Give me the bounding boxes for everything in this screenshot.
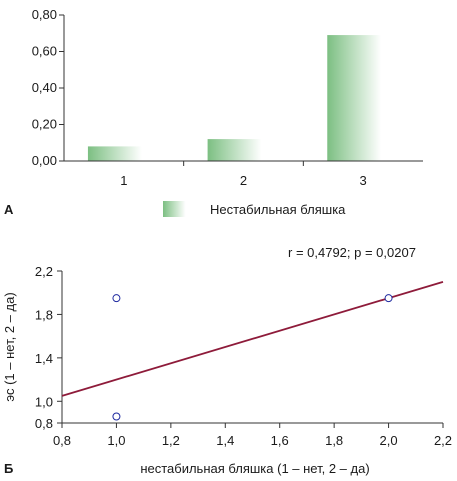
scatter-y-axis-label: эс (1 – нет, 2 – да) (2, 292, 17, 401)
correlation-annotation: r = 0,4792; p = 0,0207 (288, 245, 416, 260)
scatter-y-tick-label: 2,2 (35, 264, 53, 279)
bar-x-tick-label: 2 (240, 173, 247, 188)
bar-legend: Нестабильная бляшка (163, 201, 346, 217)
scatter-x-axis-ticks: 0,8 1,0 1,2 1,4 1,6 1,8 2,0 2,2 (53, 423, 452, 448)
scatter-y-tick-label: 1,0 (35, 394, 53, 409)
scatter-x-tick-label: 1,2 (162, 433, 180, 448)
legend-label: Нестабильная бляшка (210, 202, 346, 217)
bar-x-axis-ticks: 1 2 3 (120, 161, 367, 188)
scatter-x-tick-label: 1,4 (216, 433, 234, 448)
bar-y-tick-label: 0,60 (32, 44, 57, 59)
bar-chart-a: 0,00 0,20 0,40 0,60 0,80 1 2 3 А Нестабильная … (4, 7, 423, 217)
scatter-x-axis-label: нестабильная бляшка (1 – нет, 2 – да) (140, 461, 369, 476)
bar (207, 139, 280, 161)
scatter-y-tick-label: 0,8 (35, 416, 53, 431)
bar (87, 146, 160, 161)
panel-label-a: А (4, 202, 14, 217)
bar-y-axis-ticks: 0,00 0,20 0,40 0,60 0,80 (32, 7, 64, 168)
legend-swatch (163, 201, 193, 217)
bar-x-tick-label: 3 (360, 173, 367, 188)
scatter-point (112, 412, 121, 421)
scatter-x-tick-label: 1,6 (271, 433, 289, 448)
bar (327, 35, 400, 162)
scatter-x-tick-label: 1,8 (325, 433, 343, 448)
trendline (61, 280, 444, 397)
scatter-y-tick-label: 1,8 (35, 307, 53, 322)
scatter-chart-b: r = 0,4792; p = 0,0207 0,8 1,0 1,4 1,8 2,2 0… (2, 245, 452, 476)
scatter-y-axis-ticks: 0,8 1,0 1,4 1,8 2,2 (35, 264, 62, 431)
scatter-y-tick-label: 1,4 (35, 351, 53, 366)
bar-series (87, 35, 400, 162)
scatter-x-tick-label: 2,0 (380, 433, 398, 448)
scatter-points (112, 294, 393, 421)
scatter-point (384, 294, 393, 303)
bar-y-tick-label: 0,80 (32, 7, 57, 22)
scatter-x-tick-label: 2,2 (434, 433, 452, 448)
scatter-x-tick-label: 1,0 (107, 433, 125, 448)
bar-y-tick-label: 0,40 (32, 80, 57, 95)
scatter-point (112, 294, 121, 303)
bar-x-tick-label: 1 (120, 173, 127, 188)
bar-y-tick-label: 0,00 (32, 153, 57, 168)
scatter-x-tick-label: 0,8 (53, 433, 71, 448)
bar-y-tick-label: 0,20 (32, 117, 57, 132)
panel-label-b: Б (4, 461, 13, 476)
